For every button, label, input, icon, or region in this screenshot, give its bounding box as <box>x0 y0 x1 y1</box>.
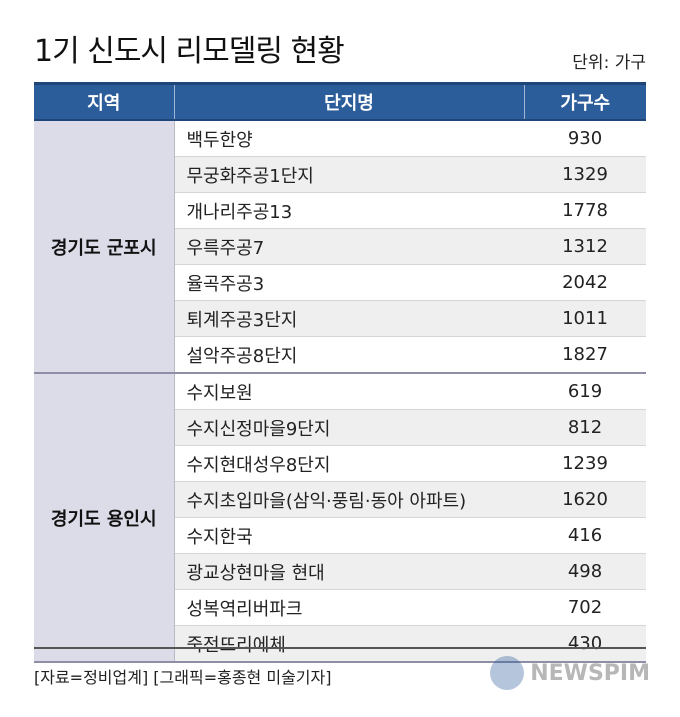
household-count-cell: 619 <box>524 373 646 410</box>
complex-name-cell: 수지보원 <box>174 373 524 410</box>
complex-name-cell: 광교상현마을 현대 <box>174 553 524 590</box>
page-title: 1기 신도시 리모델링 현황 <box>34 34 345 69</box>
household-count-cell: 1827 <box>524 336 646 374</box>
complex-name-cell: 수지현대성우8단지 <box>174 445 524 482</box>
logo-text: NEWSPIM <box>530 660 650 686</box>
source-credit: [자료=정비업계] [그래픽=홍종현 미술기자] <box>34 668 332 687</box>
table-row: 수지현대성우8단지 1239 <box>34 445 646 482</box>
household-count-cell: 1239 <box>524 445 646 482</box>
household-count-cell: 1329 <box>524 156 646 193</box>
household-count-cell: 812 <box>524 409 646 446</box>
table-row: 수지한국 416 <box>34 517 646 554</box>
household-count-cell: 2042 <box>524 264 646 301</box>
table-row: 경기도 용인시 수지보원 619 <box>34 373 646 663</box>
complex-name-cell: 설악주공8단지 <box>174 336 524 374</box>
table-header-row: 지역 단지명 가구수 <box>34 82 646 121</box>
household-count-cell: 1011 <box>524 300 646 337</box>
table-row: 퇴계주공3단지 1011 <box>34 300 646 337</box>
table-row: 무궁화주공1단지 1329 <box>34 156 646 193</box>
table-row: 성복역리버파크 702 <box>34 589 646 626</box>
complex-name-cell: 백두한양 <box>174 120 524 157</box>
complex-name-cell: 율곡주공3 <box>174 264 524 301</box>
newspim-logo-icon <box>490 656 525 690</box>
complex-name-cell: 무궁화주공1단지 <box>174 156 524 193</box>
household-count-cell: 1620 <box>524 481 646 518</box>
footer-divider <box>34 647 646 649</box>
household-count-cell: 1778 <box>524 192 646 229</box>
column-header-count: 가구수 <box>524 82 646 121</box>
table-row: 죽전뜨리에체 430 <box>34 625 646 663</box>
household-count-cell: 430 <box>524 625 646 663</box>
complex-name-cell: 개나리주공13 <box>174 192 524 229</box>
column-header-region: 지역 <box>34 82 175 121</box>
complex-name-cell: 수지초입마을(삼익·풍림·동아 아파트) <box>174 481 524 518</box>
household-count-cell: 416 <box>524 517 646 554</box>
complex-name-cell: 성복역리버파크 <box>174 589 524 626</box>
table-row: 광교상현마을 현대 498 <box>34 553 646 590</box>
complex-name-cell: 죽전뜨리에체 <box>174 625 524 663</box>
table-row: 우륵주공7 1312 <box>34 228 646 265</box>
complex-name-cell: 퇴계주공3단지 <box>174 300 524 337</box>
complex-name-cell: 우륵주공7 <box>174 228 524 265</box>
remodeling-table: 지역 단지명 가구수 경기도 군포시 백두한양 930 무궁화주공1단지 1329 개나리… <box>34 82 646 663</box>
table-row: 수지신정마을9단지 812 <box>34 409 646 446</box>
complex-name-cell: 수지신정마을9단지 <box>174 409 524 446</box>
table-row: 경기도 군포시 백두한양 930 <box>34 120 646 374</box>
household-count-cell: 702 <box>524 589 646 626</box>
household-count-cell: 498 <box>524 553 646 590</box>
column-header-name: 단지명 <box>174 82 525 121</box>
unit-label: 단위: 가구 <box>572 53 646 73</box>
household-count-cell: 930 <box>524 120 646 157</box>
region-cell: 경기도 용인시 <box>34 373 175 663</box>
table-row: 율곡주공3 2042 <box>34 264 646 301</box>
table-row: 수지초입마을(삼익·풍림·동아 아파트) 1620 <box>34 481 646 518</box>
newspim-logo: NEWSPIM <box>490 656 650 690</box>
table-body: 경기도 군포시 백두한양 930 무궁화주공1단지 1329 개나리주공13 1778 우륵주… <box>34 120 646 663</box>
region-cell: 경기도 군포시 <box>34 120 175 374</box>
table-row: 설악주공8단지 1827 <box>34 336 646 374</box>
household-count-cell: 1312 <box>524 228 646 265</box>
table-row: 개나리주공13 1778 <box>34 192 646 229</box>
complex-name-cell: 수지한국 <box>174 517 524 554</box>
